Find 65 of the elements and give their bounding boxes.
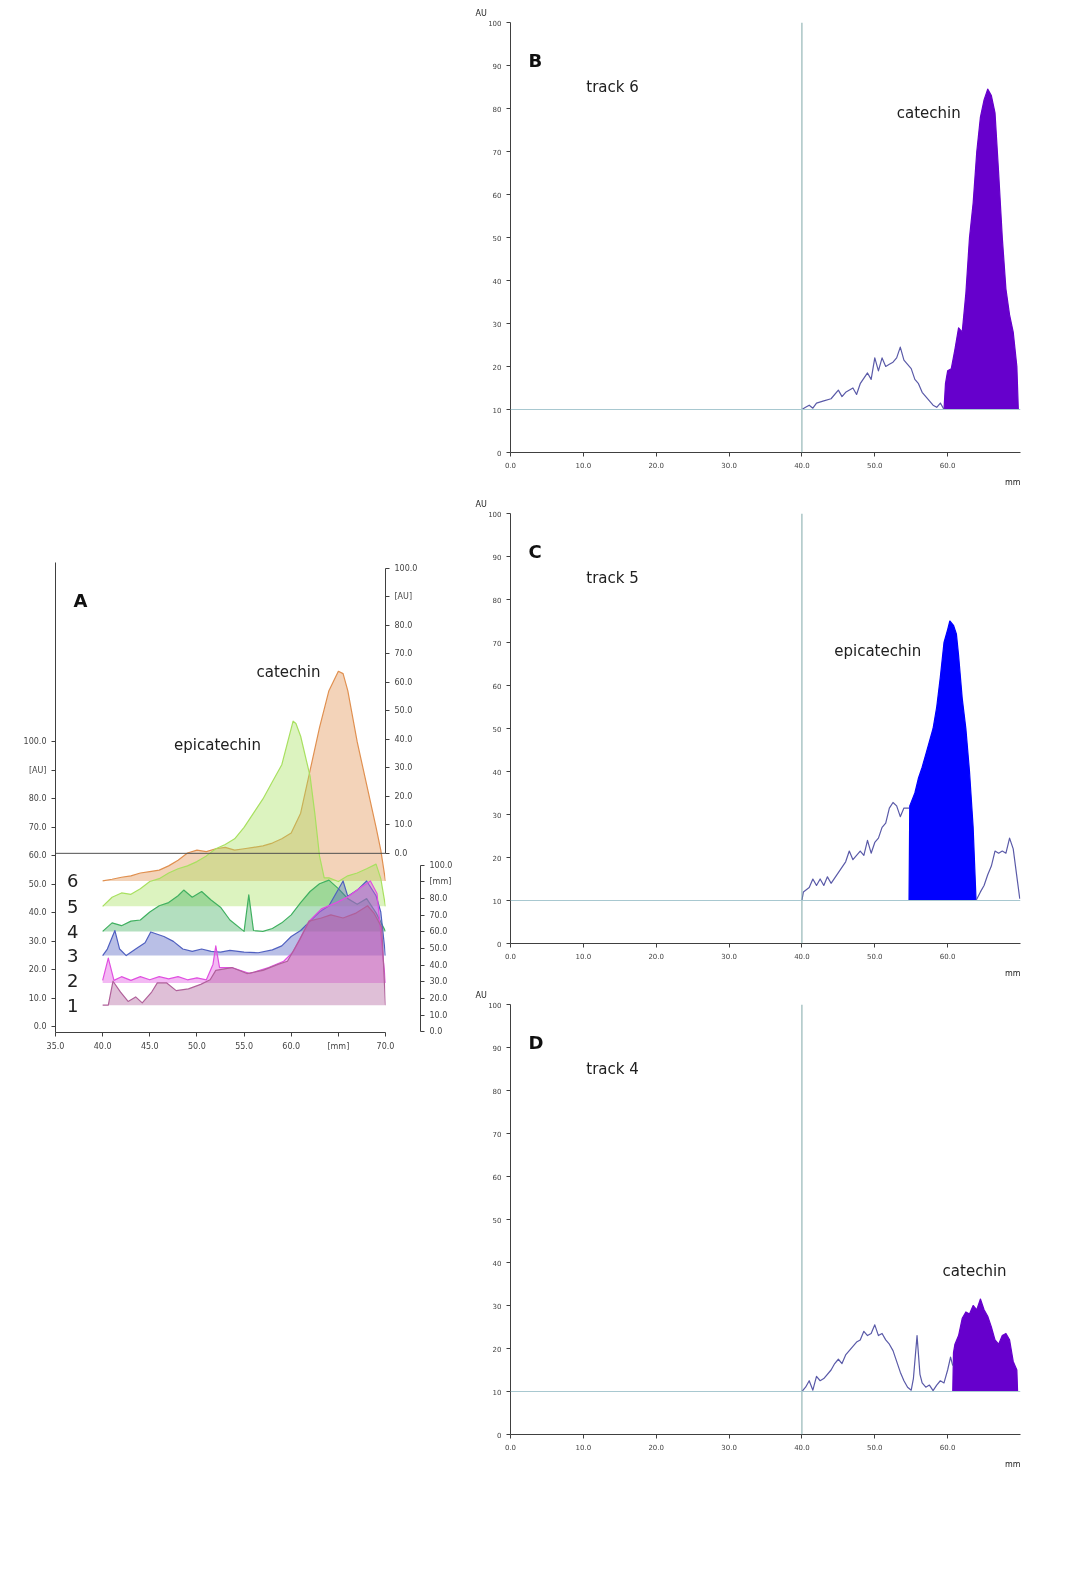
x-axis-title: mm: [1004, 968, 1021, 978]
series-label: 2: [66, 969, 79, 991]
y2-tick-label: 50.0: [394, 706, 413, 716]
y2-tick-label: 30.0: [394, 763, 413, 773]
y2-tick-label: 70.0: [394, 649, 413, 659]
y-tick-label: 20.0: [28, 965, 47, 975]
x-tick-label: 70.0: [376, 1041, 395, 1051]
y3-tick-label: 70.0: [429, 910, 448, 920]
text: D: [528, 1031, 544, 1053]
y-tick-label: 40.0: [28, 908, 47, 918]
y-axis-title: AU: [475, 990, 487, 1000]
y-tick-label: 10.0: [28, 993, 47, 1003]
y-axis-title: AU: [475, 499, 487, 509]
annotation: track 4: [586, 1060, 639, 1078]
y3-tick-label: 60.0: [429, 927, 448, 937]
x-tick-label: 35.0: [46, 1041, 65, 1051]
y3-tick-label: 50.0: [429, 943, 448, 953]
annotation: track 5: [586, 569, 639, 587]
y-axis-title: AU: [475, 8, 487, 18]
x-axis-title: mm: [1004, 1459, 1021, 1469]
y3-tick-label: 30.0: [429, 977, 448, 987]
y2-tick-label: 0.0: [394, 848, 408, 858]
y2-tick-label: 40.0: [394, 734, 413, 744]
y2-tick-label: 100.0: [394, 563, 418, 573]
y-tick-label: 60.0: [28, 851, 47, 861]
series-label: 4: [66, 920, 79, 942]
text: A: [73, 589, 88, 611]
x-axis-title: mm: [1004, 477, 1021, 487]
annotation: catechin: [896, 103, 961, 122]
y2-tick-label: [AU]: [394, 592, 413, 602]
y2-tick-label: 60.0: [394, 677, 413, 687]
y-tick-label: 100.0: [23, 737, 47, 747]
y3-tick-label: 20.0: [429, 993, 448, 1003]
annotation: catechin: [256, 662, 321, 681]
y3-tick-label: 10.0: [429, 1010, 448, 1020]
x-tick-label: 50.0: [188, 1041, 206, 1051]
text: C: [528, 540, 542, 562]
y-tick-label: 30.0: [28, 936, 47, 946]
x-tick-label: 55.0: [235, 1041, 253, 1051]
x-tick-label: [mm]: [327, 1041, 350, 1051]
x-tick-label: 45.0: [140, 1041, 159, 1051]
series-label: 3: [66, 945, 79, 967]
x-tick-label: 60.0: [282, 1041, 301, 1051]
annotation: track 6: [586, 78, 639, 96]
series-label: 6: [66, 870, 79, 892]
y-tick-label: 70.0: [28, 822, 47, 832]
annotation: epicatechin: [174, 735, 261, 754]
y-tick-label: 80.0: [28, 794, 47, 804]
y3-tick-label: 80.0: [429, 893, 448, 903]
y2-tick-label: 20.0: [394, 791, 413, 801]
y2-tick-label: 10.0: [394, 820, 413, 830]
series-label: 5: [66, 895, 79, 917]
y3-tick-label: 40.0: [429, 960, 448, 970]
y-tick-label: 50.0: [28, 879, 47, 889]
y2-tick-label: 80.0: [394, 620, 413, 630]
y-tick-label: [AU]: [28, 765, 47, 775]
y3-tick-label: 0.0: [429, 1027, 443, 1037]
annotation: epicatechin: [834, 642, 922, 661]
series-label: 1: [66, 994, 79, 1016]
y-tick-label: 0.0: [33, 1022, 47, 1032]
y3-tick-label: 100.0: [429, 860, 453, 870]
annotation: catechin: [942, 1262, 1007, 1281]
y3-tick-label: [mm]: [429, 877, 452, 887]
x-tick-label: 40.0: [93, 1041, 112, 1051]
text: B: [528, 49, 543, 71]
